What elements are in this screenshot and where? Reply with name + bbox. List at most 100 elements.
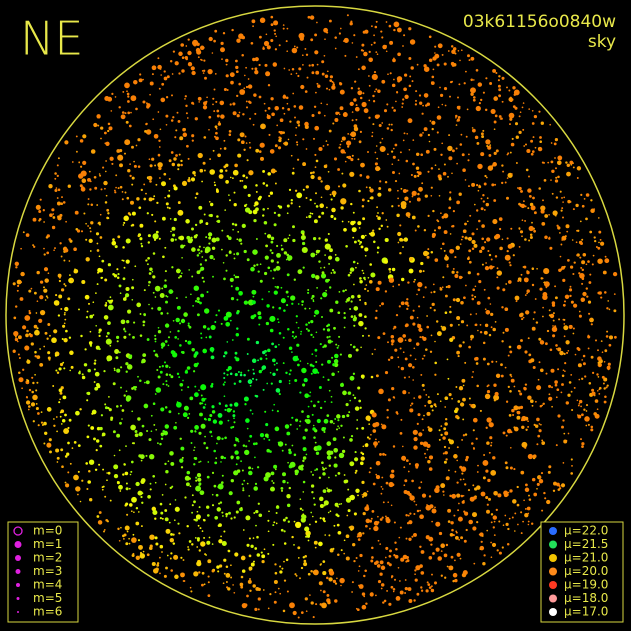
star [509,151,512,154]
star [603,387,606,390]
star [90,221,94,225]
star [593,236,596,239]
star [581,442,585,446]
star [191,275,194,278]
star [137,165,141,168]
star [512,105,516,108]
star [328,262,331,265]
star [367,289,369,292]
frame-id: 03k61156o0840w [463,12,616,32]
star [87,424,90,427]
star [433,309,436,312]
star [138,454,142,458]
star [156,563,160,567]
star [324,427,327,430]
star [466,511,468,514]
star [174,499,177,501]
star [364,327,367,330]
star [235,357,240,362]
star [312,616,315,619]
star [343,37,349,43]
star [339,106,344,111]
star [528,108,531,110]
star [204,76,207,80]
star [423,93,429,98]
magnitude-symbol [14,541,22,548]
star [56,461,59,463]
star [233,443,237,447]
star [274,48,278,51]
star [173,554,179,560]
star [242,489,245,492]
star [203,349,205,351]
star [174,574,179,580]
star [537,434,541,438]
star [215,457,218,460]
star [49,450,52,454]
star [291,302,294,305]
star [165,294,168,297]
star [427,133,431,137]
star [109,344,112,347]
star [75,150,78,153]
star [451,224,455,228]
star [180,572,185,578]
star [39,295,44,300]
star [608,343,612,347]
star [377,539,380,542]
star [563,335,566,338]
star [320,180,323,183]
star [407,281,410,284]
star [404,196,409,201]
star [254,67,258,71]
star [63,338,68,343]
star [329,450,334,455]
star [520,203,526,209]
star [387,188,392,192]
star [388,267,392,271]
star [368,186,371,189]
star [139,313,142,315]
star [376,251,379,254]
star [390,339,395,343]
star [203,246,205,249]
star [409,75,412,78]
star [296,343,300,347]
star [408,268,414,274]
star [55,416,58,418]
star [485,309,491,315]
magnitude-label: m=4 [33,578,62,592]
star [184,475,190,481]
star [176,111,179,114]
star [214,73,217,75]
star [477,329,479,332]
star [409,200,411,203]
star [427,583,431,586]
star [554,179,559,183]
star [399,224,402,227]
star [337,185,341,188]
star [276,318,279,321]
star [476,471,479,473]
star [315,355,317,357]
star [440,93,444,97]
star [588,281,592,284]
star [520,273,523,276]
star [349,22,353,26]
star [253,560,255,563]
star [389,271,391,273]
star [464,236,468,240]
star [216,507,222,512]
star [429,306,432,309]
star [266,45,271,50]
star [269,249,272,252]
star [306,76,309,79]
star [107,212,110,215]
star [454,256,457,259]
star [352,211,355,214]
star [562,303,566,307]
star [567,199,571,204]
star [606,384,609,387]
star [585,404,589,407]
star [44,299,47,301]
